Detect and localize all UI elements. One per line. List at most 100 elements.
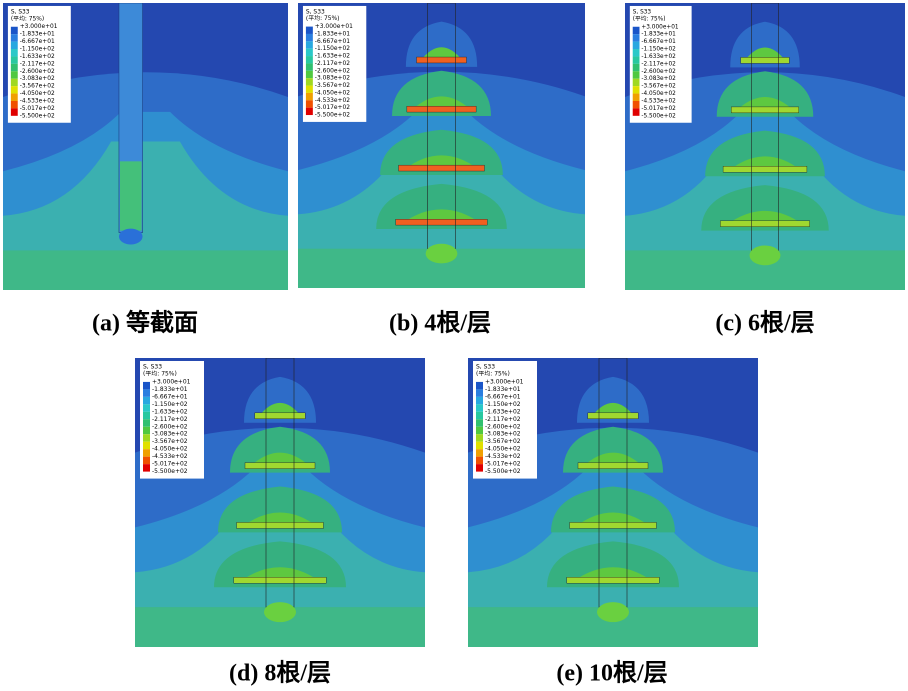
legend-label: -4.050e+02 bbox=[641, 91, 676, 97]
legend-label: -1.833e+01 bbox=[20, 32, 55, 38]
legend-label: -2.117e+02 bbox=[485, 416, 521, 423]
plate bbox=[236, 522, 324, 529]
legend-label: -3.083e+02 bbox=[152, 431, 188, 438]
plate bbox=[254, 412, 306, 419]
plate bbox=[406, 105, 477, 113]
plate bbox=[398, 164, 485, 172]
legend-label: -5.017e+02 bbox=[315, 105, 351, 111]
legend-label: -6.667e+01 bbox=[485, 393, 521, 400]
legend-title: S, S33 bbox=[476, 363, 495, 370]
legend-label: -5.017e+02 bbox=[485, 461, 521, 468]
bulb-zone bbox=[705, 130, 825, 177]
legend-label: -3.567e+02 bbox=[152, 438, 188, 445]
legend-swatch bbox=[305, 41, 313, 49]
legend-swatch bbox=[305, 85, 313, 93]
bulb-zone bbox=[230, 426, 330, 473]
legend-label: -4.533e+02 bbox=[315, 98, 351, 104]
panel-caption: (d) 8根/层 bbox=[229, 659, 331, 687]
bulb-zone bbox=[392, 70, 491, 117]
legend-label: -4.050e+02 bbox=[152, 446, 188, 453]
legend-label: -3.567e+02 bbox=[315, 83, 351, 89]
legend-label: -1.150e+02 bbox=[315, 46, 351, 52]
bulb-zone bbox=[716, 71, 814, 117]
legend-label: -5.017e+02 bbox=[152, 461, 188, 468]
contour-panel: S, S33(平均: 75%)+3.000e+01-1.833e+01-6.66… bbox=[625, 3, 905, 290]
legend-box bbox=[302, 5, 367, 122]
plate bbox=[722, 166, 808, 173]
legend-label: -6.667e+01 bbox=[641, 39, 676, 45]
legend-swatch bbox=[476, 419, 483, 427]
legend-swatch bbox=[10, 108, 18, 116]
plate bbox=[244, 462, 316, 469]
pile-tip bbox=[597, 602, 629, 623]
legend-swatch bbox=[305, 33, 313, 42]
legend-label: -1.633e+02 bbox=[315, 54, 351, 60]
legend-swatch bbox=[632, 86, 640, 94]
legend-label: -2.117e+02 bbox=[20, 61, 55, 67]
legend-swatch bbox=[632, 26, 640, 35]
legend-label: +3.000e+01 bbox=[152, 378, 191, 385]
legend-swatch bbox=[476, 456, 483, 465]
legend-swatch bbox=[476, 449, 483, 457]
legend-label: -4.533e+02 bbox=[485, 453, 521, 460]
plate bbox=[569, 522, 657, 529]
legend-swatch bbox=[632, 63, 640, 72]
legend-label: -2.117e+02 bbox=[641, 61, 676, 67]
legend-swatch bbox=[476, 426, 483, 435]
bulb-zone bbox=[376, 183, 507, 230]
legend-label: -3.567e+02 bbox=[20, 84, 55, 90]
legend-swatch bbox=[632, 93, 640, 101]
legend-swatch bbox=[632, 100, 640, 109]
legend-swatch bbox=[476, 434, 483, 442]
legend-label: -5.017e+02 bbox=[641, 106, 676, 112]
legend-swatch bbox=[143, 396, 150, 405]
bulb-zone bbox=[563, 426, 663, 473]
legend-swatch bbox=[305, 48, 313, 57]
legend-label: -4.533e+02 bbox=[20, 98, 55, 104]
contour-panel: S, S33(平均: 75%)+3.000e+01-1.833e+01-6.66… bbox=[298, 3, 585, 288]
legend-label: -1.833e+01 bbox=[315, 31, 351, 37]
legend-swatch bbox=[476, 441, 483, 450]
legend-swatch bbox=[10, 41, 18, 50]
legend-label: -1.633e+02 bbox=[20, 54, 55, 60]
plate bbox=[416, 56, 467, 64]
pile-tip bbox=[118, 228, 143, 245]
legend-box bbox=[140, 360, 204, 479]
legend-label: -2.600e+02 bbox=[20, 69, 55, 75]
legend-label: -1.833e+01 bbox=[485, 386, 521, 393]
plate bbox=[566, 577, 660, 584]
legend-box bbox=[473, 360, 537, 479]
bulb-zone bbox=[380, 129, 503, 175]
legend-label: -4.533e+02 bbox=[152, 453, 188, 460]
plate bbox=[740, 57, 790, 64]
plate bbox=[720, 220, 810, 227]
legend-swatch bbox=[143, 434, 150, 442]
legend-swatch bbox=[143, 411, 150, 420]
bulb-zone bbox=[730, 21, 800, 68]
plate bbox=[731, 106, 799, 114]
legend-swatch bbox=[305, 92, 313, 101]
legend-swatch bbox=[476, 396, 483, 405]
legend-swatch bbox=[476, 381, 483, 390]
legend-swatch bbox=[305, 100, 313, 108]
bulb-zone bbox=[551, 486, 675, 533]
legend-label: -1.633e+02 bbox=[641, 54, 676, 60]
legend-label: -5.500e+02 bbox=[485, 468, 521, 475]
legend-label: -1.150e+02 bbox=[641, 46, 676, 52]
legend-title: S, S33 bbox=[11, 9, 30, 15]
legend-swatch bbox=[476, 411, 483, 420]
legend-label: -4.050e+02 bbox=[20, 91, 55, 97]
legend-swatch bbox=[143, 419, 150, 427]
legend-swatch bbox=[305, 70, 313, 79]
legend-label: -3.083e+02 bbox=[485, 431, 521, 438]
legend-swatch bbox=[632, 34, 640, 42]
legend-label: -4.533e+02 bbox=[641, 98, 676, 104]
legend-label: +3.000e+01 bbox=[485, 378, 524, 385]
panel-caption: (e) 10根/层 bbox=[556, 659, 667, 687]
legend-box bbox=[629, 5, 692, 123]
legend-label: -1.633e+02 bbox=[485, 408, 521, 415]
legend-label: -4.050e+02 bbox=[485, 446, 521, 453]
legend-swatch bbox=[10, 56, 18, 64]
legend-swatch bbox=[10, 49, 18, 57]
